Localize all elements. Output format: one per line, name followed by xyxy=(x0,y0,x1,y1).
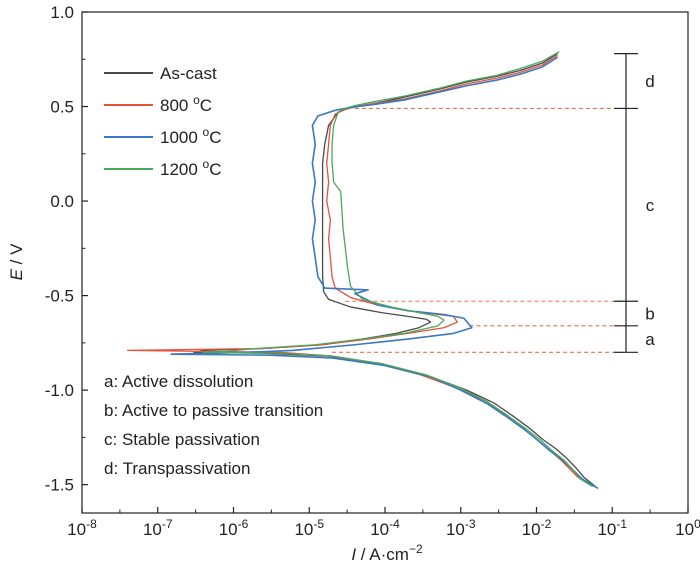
legend-label: 800 oC xyxy=(160,93,212,115)
stage-label: c xyxy=(646,196,655,215)
stage-label: d xyxy=(645,72,654,91)
stage-bracket-layer: d c ba xyxy=(614,52,655,353)
x-tick-label: 10-1 xyxy=(597,517,627,539)
series-line xyxy=(170,56,599,490)
x-tick-label: 10-2 xyxy=(522,517,552,539)
x-axis-title: I / A·cm−2 xyxy=(351,542,423,564)
x-tick-label: 10-5 xyxy=(294,517,324,539)
stage-note: d: Transpassivation xyxy=(104,459,250,478)
stage-label: a xyxy=(645,330,655,349)
series-layer xyxy=(126,51,599,490)
legend-label: 1200 oC xyxy=(160,157,222,179)
series-line xyxy=(193,53,596,488)
x-tick-label: 100 xyxy=(675,517,700,539)
tick-layer: 10-8 10-7 10-6 10-5 10-4 10-3 10-2 10-1 100 1.0 0.… xyxy=(45,3,700,539)
series-line xyxy=(126,54,590,486)
y-tick-label: -1.5 xyxy=(45,476,74,495)
stage-note: c: Stable passivation xyxy=(104,430,260,449)
y-tick-label: 1.0 xyxy=(50,3,74,22)
y-tick-label: -1.0 xyxy=(45,381,74,400)
y-axis-title: E / V xyxy=(7,243,26,281)
legend-label: 1000 oC xyxy=(160,125,222,147)
y-tick-label: -0.5 xyxy=(45,287,74,306)
legend-label: As-cast xyxy=(160,64,217,83)
y-tick-label: 0.0 xyxy=(50,192,74,211)
x-tick-label: 10-4 xyxy=(370,517,400,539)
stage-note: a: Active dissolution xyxy=(104,372,253,391)
stage-notes: a: Active dissolution b: Active to passiv… xyxy=(104,372,323,478)
stage-note: b: Active to passive transition xyxy=(104,401,323,420)
y-tick-label: 0.5 xyxy=(50,98,74,117)
series-line xyxy=(202,51,593,488)
x-tick-label: 10-3 xyxy=(446,517,476,539)
stage-label: b xyxy=(645,305,654,324)
x-tick-label: 10-7 xyxy=(143,517,173,539)
legend: As-cast 800 oC 1000 oC 1200 oC xyxy=(104,64,222,179)
reference-lines-layer xyxy=(332,107,626,353)
x-tick-label: 10-6 xyxy=(219,517,249,539)
x-tick-label: 10-8 xyxy=(67,517,97,539)
